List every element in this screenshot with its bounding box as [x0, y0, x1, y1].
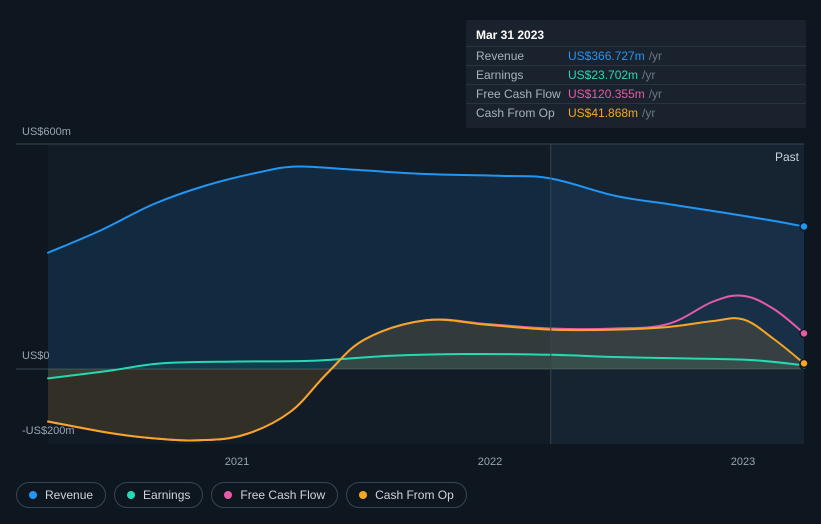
- tooltip-value: US$366.727m: [568, 49, 645, 63]
- y-tick-label: US$0: [22, 350, 50, 362]
- tooltip-value: US$41.868m: [568, 106, 638, 120]
- tooltip-label: Free Cash Flow: [476, 87, 568, 101]
- tooltip-unit: /yr: [649, 87, 662, 101]
- tooltip-row-earnings: Earnings US$23.702m /yr: [466, 65, 806, 84]
- legend-item-revenue[interactable]: Revenue: [16, 482, 106, 508]
- legend-item-earnings[interactable]: Earnings: [114, 482, 203, 508]
- tooltip-value: US$120.355m: [568, 87, 645, 101]
- legend-item-cfo[interactable]: Cash From Op: [346, 482, 467, 508]
- legend-label: Cash From Op: [375, 488, 454, 502]
- tooltip-date: Mar 31 2023: [466, 26, 806, 46]
- chart-legend: Revenue Earnings Free Cash Flow Cash Fro…: [16, 482, 467, 508]
- tooltip-value: US$23.702m: [568, 68, 638, 82]
- tooltip-label: Revenue: [476, 49, 568, 63]
- tooltip-row-fcf: Free Cash Flow US$120.355m /yr: [466, 84, 806, 103]
- tooltip-row-cfo: Cash From Op US$41.868m /yr: [466, 103, 806, 122]
- legend-dot-icon: [29, 491, 37, 499]
- legend-dot-icon: [359, 491, 367, 499]
- y-tick-label: US$600m: [22, 126, 71, 138]
- legend-dot-icon: [224, 491, 232, 499]
- legend-label: Free Cash Flow: [240, 488, 325, 502]
- legend-dot-icon: [127, 491, 135, 499]
- x-tick-label: 2022: [478, 456, 502, 468]
- past-label: Past: [775, 150, 799, 164]
- tooltip-unit: /yr: [642, 68, 655, 82]
- tooltip-label: Earnings: [476, 68, 568, 82]
- tooltip-row-revenue: Revenue US$366.727m /yr: [466, 46, 806, 65]
- chart-tooltip: Mar 31 2023 Revenue US$366.727m /yr Earn…: [466, 20, 806, 128]
- y-tick-label: -US$200m: [22, 425, 75, 437]
- legend-item-fcf[interactable]: Free Cash Flow: [211, 482, 338, 508]
- legend-label: Earnings: [143, 488, 190, 502]
- tooltip-unit: /yr: [649, 49, 662, 63]
- tooltip-unit: /yr: [642, 106, 655, 120]
- tooltip-label: Cash From Op: [476, 106, 568, 120]
- x-tick-label: 2021: [225, 456, 249, 468]
- x-tick-label: 2023: [731, 456, 755, 468]
- legend-label: Revenue: [45, 488, 93, 502]
